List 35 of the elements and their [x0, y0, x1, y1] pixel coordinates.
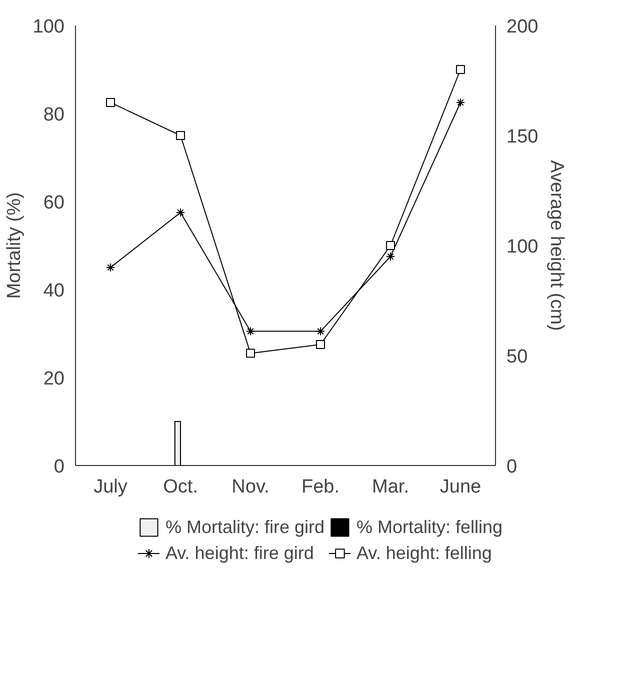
- y2-axis-title: Average height (cm): [546, 160, 568, 331]
- point: [386, 252, 395, 261]
- legend-label: Av. height: fire gird: [165, 542, 314, 564]
- x-tick-label: June: [440, 476, 482, 498]
- point: [316, 326, 325, 336]
- y-tick-label: 20: [43, 368, 65, 390]
- point: [176, 131, 185, 140]
- point: [456, 98, 465, 107]
- y-tick-label: 40: [43, 280, 65, 302]
- point: [106, 98, 115, 107]
- x-tick-label: July: [94, 476, 128, 498]
- point: [386, 241, 395, 250]
- y2-tick-label: 100: [506, 236, 538, 258]
- legend-label: % Mortality: felling: [356, 516, 503, 538]
- point: [106, 263, 115, 272]
- y-axis-title: Mortality (%): [4, 192, 25, 299]
- point: [246, 326, 255, 336]
- point: [316, 340, 325, 349]
- legend-label: Av. height: felling: [356, 542, 492, 564]
- point: [176, 208, 185, 217]
- x-tick-label: Mar.: [372, 476, 409, 498]
- x-tick-label: Nov.: [232, 476, 270, 498]
- point: [456, 65, 465, 74]
- legend-label: % Mortality: fire gird: [165, 516, 324, 538]
- x-tick-label: Feb.: [301, 476, 340, 498]
- y-tick-label: 60: [43, 192, 65, 214]
- y2-tick-label: 50: [506, 346, 528, 368]
- x-tick-label: Oct.: [163, 476, 198, 498]
- y2-tick-label: 200: [506, 16, 538, 38]
- y2-tick-label: 150: [506, 126, 538, 148]
- y-tick-label: 100: [32, 16, 64, 38]
- point: [246, 348, 255, 358]
- y-tick-label: 0: [54, 456, 65, 478]
- y2-tick-label: 0: [506, 456, 518, 478]
- y-tick-label: 80: [43, 104, 65, 126]
